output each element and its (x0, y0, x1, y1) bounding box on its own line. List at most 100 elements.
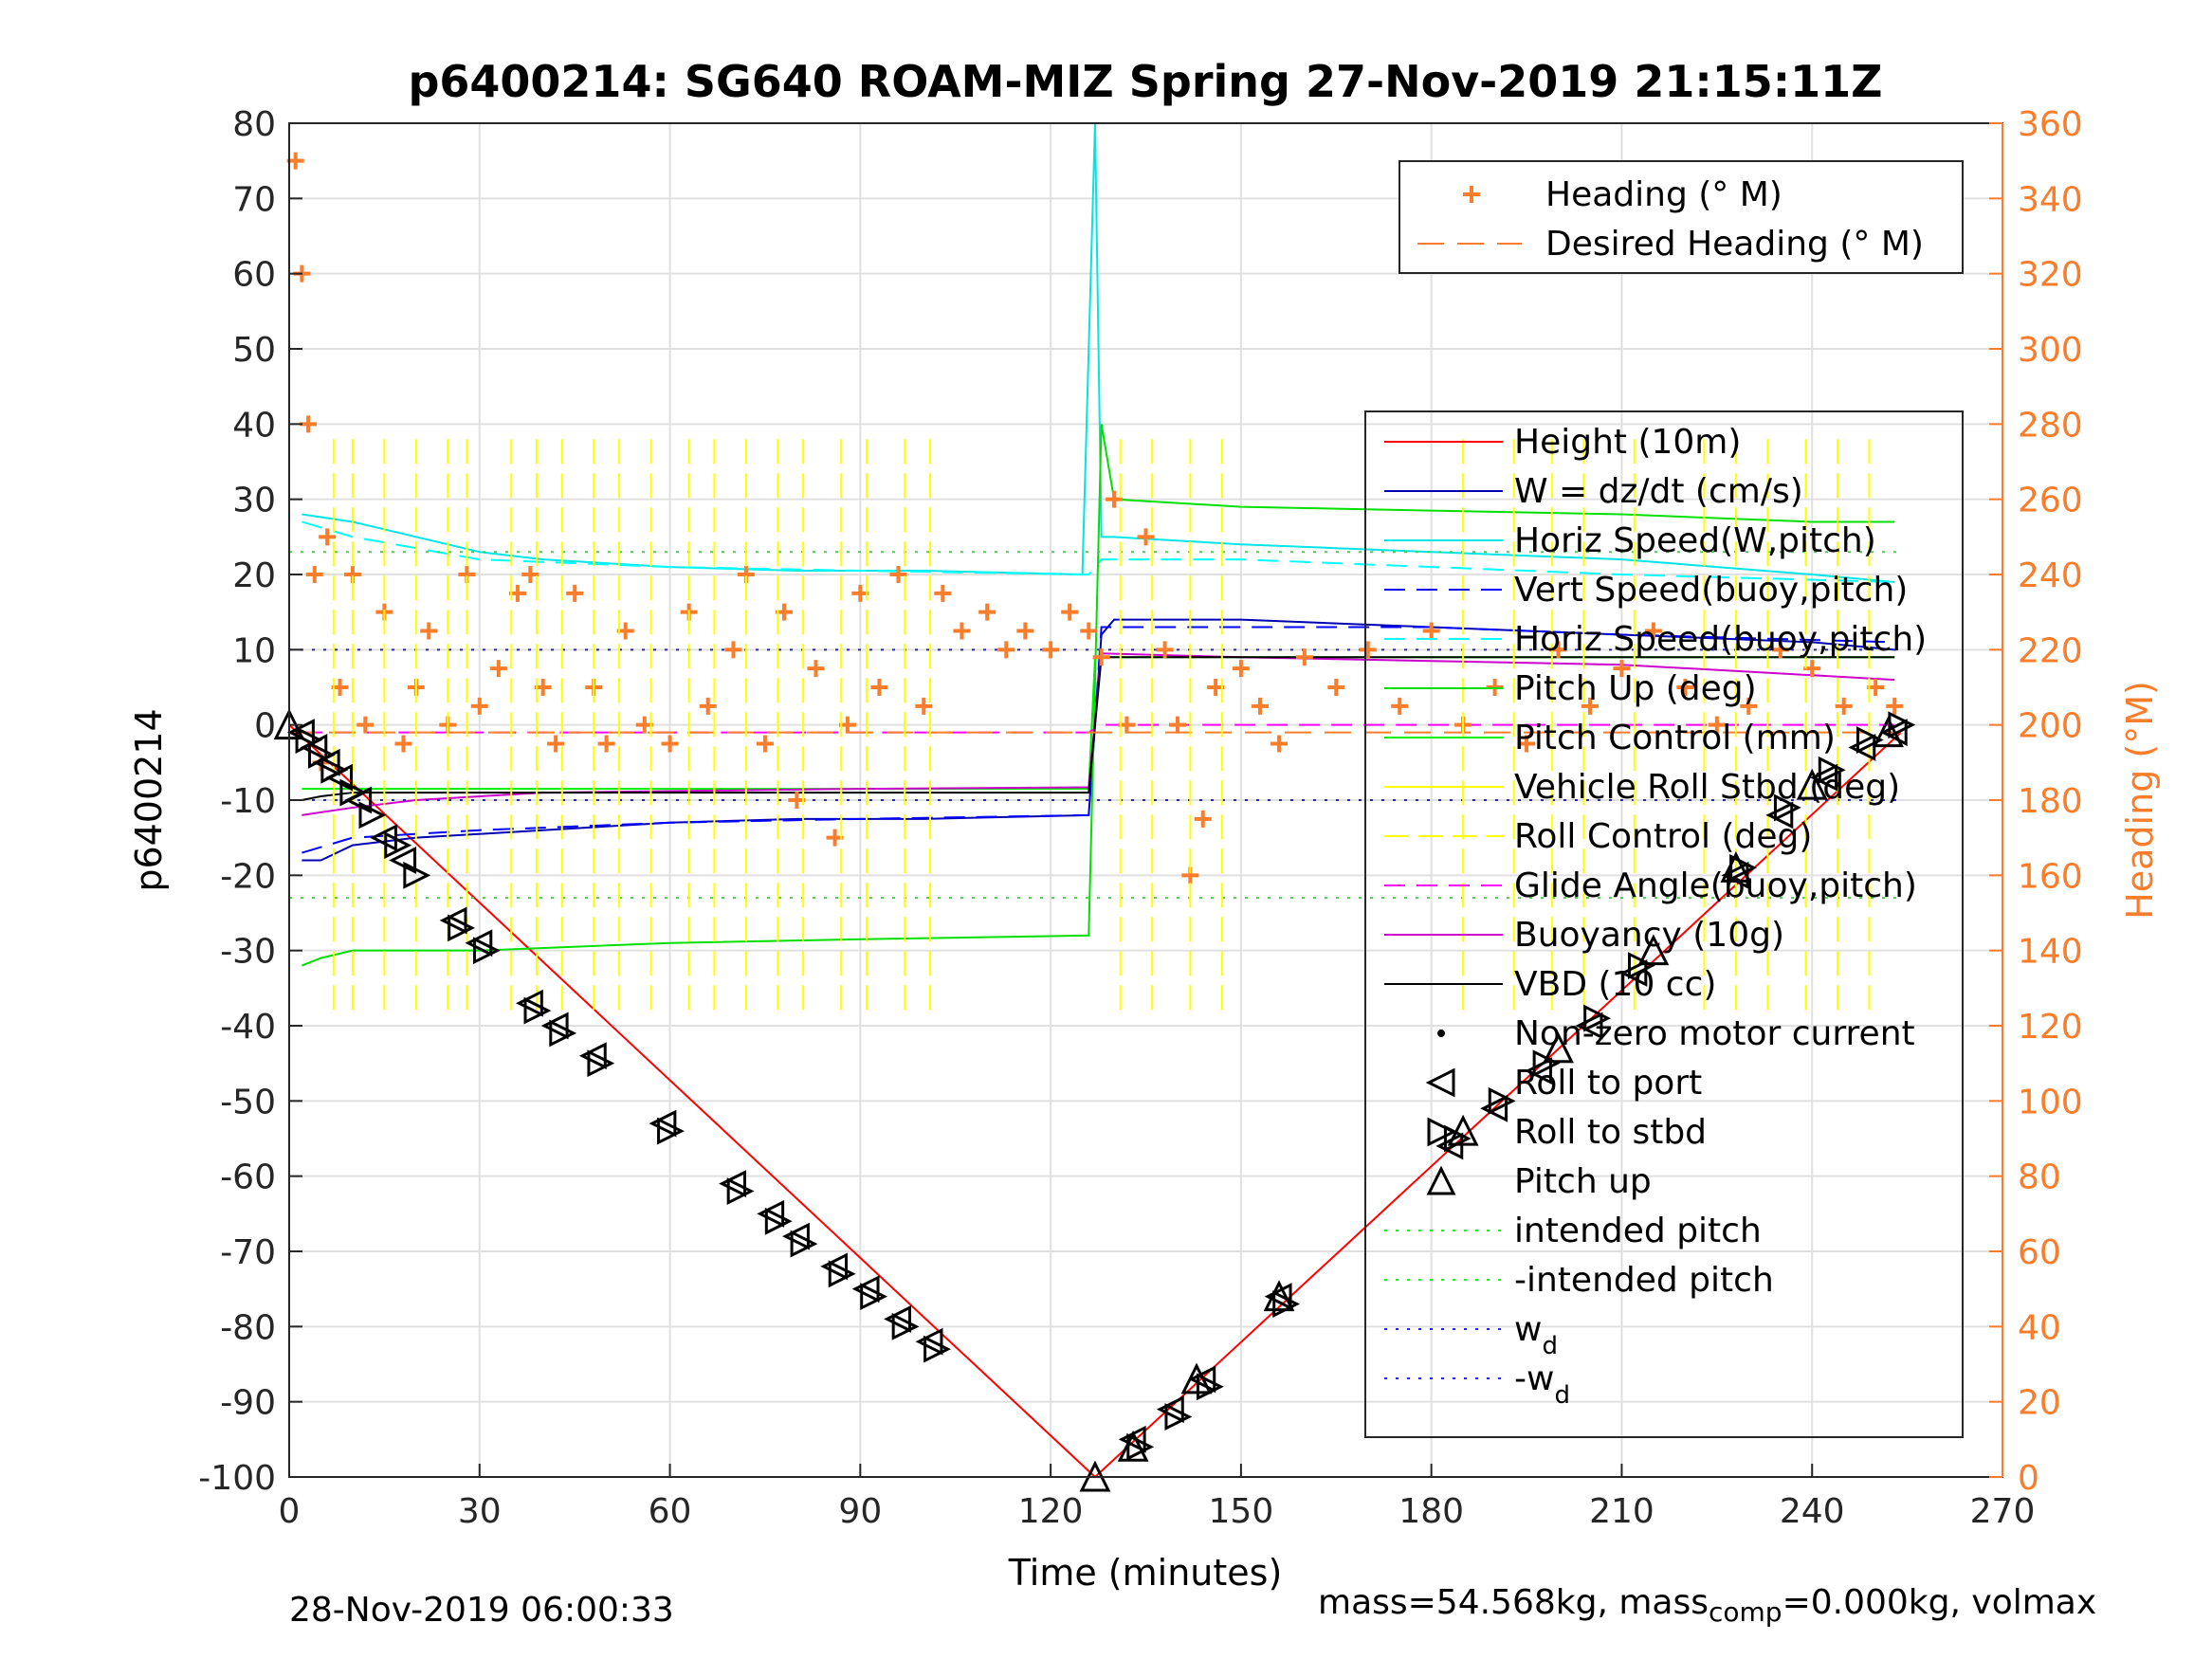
roll-to-port-marker (649, 1109, 677, 1138)
legend-main-box (1364, 410, 1964, 1438)
legend-subscript-d: d (1554, 1381, 1570, 1410)
heading-point (997, 641, 1015, 659)
y-tick-label: 60 (232, 256, 276, 295)
roll-to-port-marker (1619, 959, 1648, 987)
x-tick-label: 30 (458, 1492, 502, 1531)
heading-point (661, 735, 679, 753)
y-tick-label: 20 (232, 556, 276, 595)
heading-point (356, 716, 375, 734)
roll-to-port-marker (1480, 1094, 1508, 1122)
roll-to-port-marker (1264, 1283, 1292, 1311)
y-axis-label: p6400214 (128, 708, 170, 891)
heading-point (724, 641, 742, 659)
legend-main-entry: Roll to stbd (1514, 1113, 1707, 1152)
x-tick-label: 210 (1589, 1492, 1654, 1531)
x-tick-label: 120 (1018, 1492, 1084, 1531)
y2-tick-label: 320 (2018, 256, 2083, 295)
roll-to-stbd-marker (1164, 1403, 1193, 1431)
roll-to-stbd-marker (1583, 1004, 1612, 1032)
series-pitch-up-deg (302, 424, 1895, 967)
legend-heading-box (1398, 160, 1964, 274)
roll-to-port-marker (1156, 1395, 1184, 1424)
y2-tick-label: 80 (2018, 1158, 2061, 1197)
roll-to-stbd-marker (1126, 1432, 1155, 1461)
pitch-up-marker (1180, 1362, 1213, 1395)
y-tick-label: 30 (232, 482, 276, 520)
heading-point (1359, 641, 1377, 659)
roll-to-port-marker (1810, 763, 1838, 792)
roll-to-port-marker (782, 1222, 810, 1250)
legend-main-entry-text: Vert Speed(buoy,pitch) (1514, 571, 1908, 610)
legend-heading-entry: Heading (° M) (1545, 175, 1782, 214)
roll-to-port-marker (719, 1170, 746, 1198)
legend-main-entry-text: w (1514, 1310, 1542, 1349)
roll-to-port-marker (1879, 719, 1908, 747)
y2-tick-label: 200 (2018, 707, 2083, 746)
heading-point (1271, 735, 1289, 753)
heading-point (915, 697, 933, 715)
roll-to-stbd-marker (358, 801, 387, 830)
mass-subscript: comp (1709, 1596, 1782, 1629)
pitch-up-marker (1720, 851, 1752, 883)
roll-to-stbd-marker (1773, 793, 1801, 822)
heading-point (1422, 622, 1440, 640)
y2-tick-label: 40 (2018, 1308, 2061, 1347)
legend-main-entry: Non-zero motor current (1514, 1014, 1915, 1053)
roll-to-stbd-marker (472, 937, 501, 965)
heading-point (521, 566, 539, 583)
heading-point (1581, 697, 1599, 715)
y-tick-label: -60 (220, 1158, 276, 1197)
legend-main-entry: Pitch Up (deg) (1514, 669, 1757, 708)
legend-main-entry-text: -intended pitch (1514, 1261, 1774, 1300)
y2-tick-label: 0 (2018, 1459, 2039, 1498)
legend-heading-entry: Desired Heading (° M) (1545, 225, 1924, 264)
legend-motor-dot (1437, 1030, 1445, 1037)
pitch-up-marker (1117, 1430, 1149, 1462)
roll-to-stbd-marker (726, 1177, 755, 1205)
mass-prefix: mass=54.568kg, mass (1318, 1583, 1709, 1622)
roll-to-stbd-marker (587, 1049, 615, 1078)
legend-main-entry-text: Horiz Speed(W,pitch) (1514, 521, 1876, 560)
heading-point (1080, 622, 1098, 640)
legend-main-entry: Pitch up (1514, 1162, 1652, 1201)
roll-to-port-marker (540, 1012, 569, 1040)
legend-main-entry-text: Roll to stbd (1514, 1113, 1707, 1152)
roll-to-stbd-marker (1818, 756, 1846, 784)
legend-main-entry: -wd (1514, 1359, 1570, 1410)
legend-main-entry-text: Buoyancy (10g) (1514, 916, 1784, 955)
pitch-up-marker (1543, 1031, 1574, 1064)
y-tick-label: 0 (254, 707, 276, 746)
pitch-up-marker (1263, 1280, 1295, 1312)
heading-point (934, 584, 952, 602)
roll-to-stbd-marker (891, 1312, 920, 1340)
legend-main-entry-text: Pitch up (1514, 1162, 1652, 1201)
heading-point (953, 622, 971, 640)
roll-to-port-marker (851, 1275, 880, 1304)
heading-point (1835, 697, 1853, 715)
roll-to-stbd-marker (860, 1283, 888, 1311)
heading-point (1168, 716, 1186, 734)
y-tick-label: -80 (220, 1308, 276, 1347)
roll-to-stbd-marker (339, 778, 368, 807)
legend-main-entry: Vert Speed(buoy,pitch) (1514, 571, 1908, 610)
heading-point (1042, 641, 1060, 659)
heading-point (420, 622, 438, 640)
legend-marker-left (1425, 1067, 1455, 1098)
x-tick-label: 60 (649, 1492, 692, 1531)
ticks: 0 30 60 90 120 150 180 210 240 270-100-90-80-70-6… (198, 105, 2082, 1531)
heading-point (547, 735, 565, 753)
legend-main-entry-text: Vehicle Roll Stbd (deg) (1514, 768, 1900, 807)
legend-heading-symbol (1463, 186, 1480, 203)
legend-main-entry: Roll Control (deg) (1514, 817, 1812, 856)
y2-tick-label: 140 (2018, 933, 2083, 972)
heading-point (889, 566, 907, 583)
pitch-up-marker (1637, 934, 1670, 966)
heading-point (1708, 716, 1726, 734)
heading-point (1391, 697, 1409, 715)
legend-main-entry-text: Horiz Speed(buoy,pitch) (1514, 620, 1927, 659)
roll-to-stbd-marker (657, 1117, 685, 1145)
heading-point (1518, 735, 1536, 753)
y2-tick-label: 280 (2018, 406, 2083, 445)
roll-to-port-marker (820, 1252, 849, 1281)
heading-point (470, 697, 488, 715)
